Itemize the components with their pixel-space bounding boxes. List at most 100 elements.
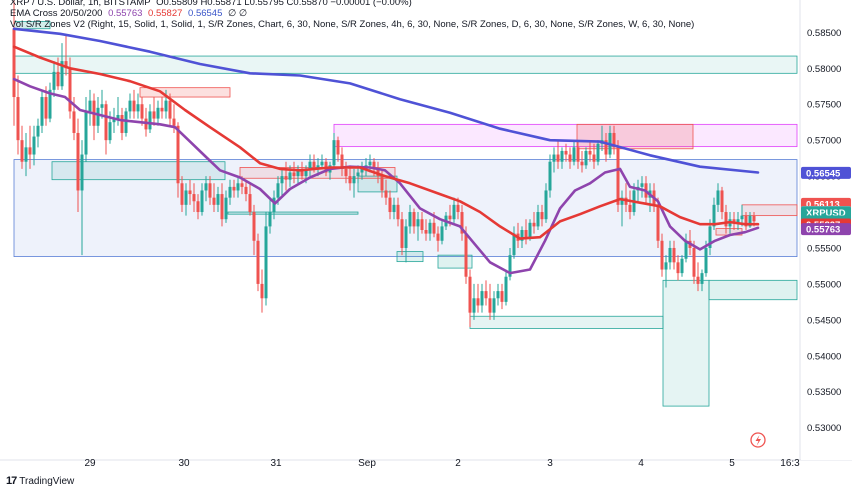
candle-body <box>704 247 708 274</box>
candle <box>264 212 268 306</box>
sr-zone <box>333 123 798 148</box>
bolt-icon[interactable] <box>750 432 766 448</box>
candle <box>120 107 124 141</box>
candle-body <box>428 222 432 234</box>
candle-body <box>116 115 120 119</box>
candle <box>12 0 16 126</box>
sr-zone <box>396 251 424 263</box>
candle-body <box>304 168 308 177</box>
candle-body <box>500 291 504 302</box>
candle-body <box>584 150 588 166</box>
candle <box>700 269 704 292</box>
candle-body <box>736 219 740 223</box>
candle-body <box>312 161 316 169</box>
candle <box>412 208 416 234</box>
candle-body <box>40 97 44 126</box>
candle <box>556 140 560 169</box>
legend-symbol[interactable]: XRP / U.S. Dollar, 1h, BITSTAMP <box>10 0 151 8</box>
time-tick-label: 2 <box>455 458 461 469</box>
price-badge-label: 0.56545 <box>806 168 841 179</box>
candle <box>340 147 344 177</box>
candle <box>32 125 36 166</box>
candle <box>512 226 516 259</box>
candle <box>476 283 480 313</box>
candle <box>736 212 740 230</box>
candle-body <box>544 190 548 220</box>
candle <box>132 89 136 119</box>
time-tick-label: 29 <box>84 458 96 469</box>
candle-body <box>140 104 144 119</box>
legend-ema-label[interactable]: EMA Cross 20/50/200 <box>10 8 103 19</box>
candle-body <box>660 240 664 270</box>
price-tick-label: 0.57500 <box>807 100 841 111</box>
candle-body <box>480 291 484 306</box>
candle-body <box>548 161 552 191</box>
candle-body <box>672 247 676 263</box>
candle <box>488 283 492 320</box>
candle-body <box>640 183 644 187</box>
candle <box>560 147 564 169</box>
candle <box>28 125 32 169</box>
candle <box>296 165 300 184</box>
price-badge-label: 0.56113 <box>806 199 840 210</box>
candle <box>292 161 296 184</box>
candle <box>716 183 720 213</box>
candle-body <box>452 204 456 220</box>
candle <box>248 183 252 216</box>
candle-body <box>596 143 600 162</box>
candle-body <box>628 204 632 213</box>
candle-body <box>52 71 56 90</box>
candle <box>588 140 592 162</box>
candle-body <box>432 222 436 234</box>
candle <box>348 165 352 191</box>
candle <box>232 179 236 198</box>
candle-body <box>16 97 20 141</box>
tradingview-footer[interactable]: 17 TradingView <box>6 475 74 487</box>
candle <box>124 107 128 137</box>
legend-srzones-label[interactable]: Vol S/R Zones V2 (Right, 15, Solid, 1, S… <box>10 19 695 30</box>
candle <box>136 93 140 119</box>
sr-zone <box>13 55 798 74</box>
candle <box>536 204 540 230</box>
candle-body <box>388 197 392 213</box>
price-badge-bg <box>801 223 851 236</box>
candle <box>208 176 212 205</box>
candle <box>596 140 600 166</box>
candle-body <box>200 190 204 213</box>
candle-body <box>456 204 460 213</box>
candle-body <box>132 100 136 112</box>
candle <box>580 150 584 173</box>
candle-body <box>332 140 336 166</box>
candle-body <box>620 197 624 205</box>
candle <box>360 161 364 180</box>
candle-body <box>152 111 156 119</box>
candle <box>100 89 104 119</box>
candle-body <box>504 276 508 302</box>
time-tick-label: 30 <box>178 458 190 469</box>
candle <box>64 35 68 76</box>
time-tick-label: 31 <box>270 458 282 469</box>
price-tick-label: 0.57000 <box>807 136 841 147</box>
candle <box>664 255 668 288</box>
candle <box>572 140 576 166</box>
legend-ema-line: EMA Cross 20/50/200 0.55763 0.55827 0.56… <box>10 8 247 19</box>
candle-body <box>540 212 544 220</box>
candle-body <box>488 298 492 313</box>
candle <box>336 136 340 162</box>
time-axis[interactable]: 29 30 31 Sep 2 3 4 5 16:3 <box>84 458 800 469</box>
candle-body <box>568 154 572 162</box>
time-tick-label: Sep <box>358 458 376 469</box>
tradingview-brand: TradingView <box>19 475 75 487</box>
candle-body <box>60 61 64 87</box>
price-badges: 0.565450.561130.56000XRPUSD0.558700.5582… <box>801 166 851 236</box>
candle <box>192 183 196 213</box>
price-tick-label: 0.58500 <box>807 28 841 39</box>
candle <box>220 183 224 227</box>
candle-body <box>412 212 416 227</box>
candle <box>180 176 184 213</box>
candle-body <box>172 118 176 126</box>
candle-body <box>556 154 560 162</box>
candle-body <box>164 100 168 112</box>
candle <box>468 269 472 328</box>
